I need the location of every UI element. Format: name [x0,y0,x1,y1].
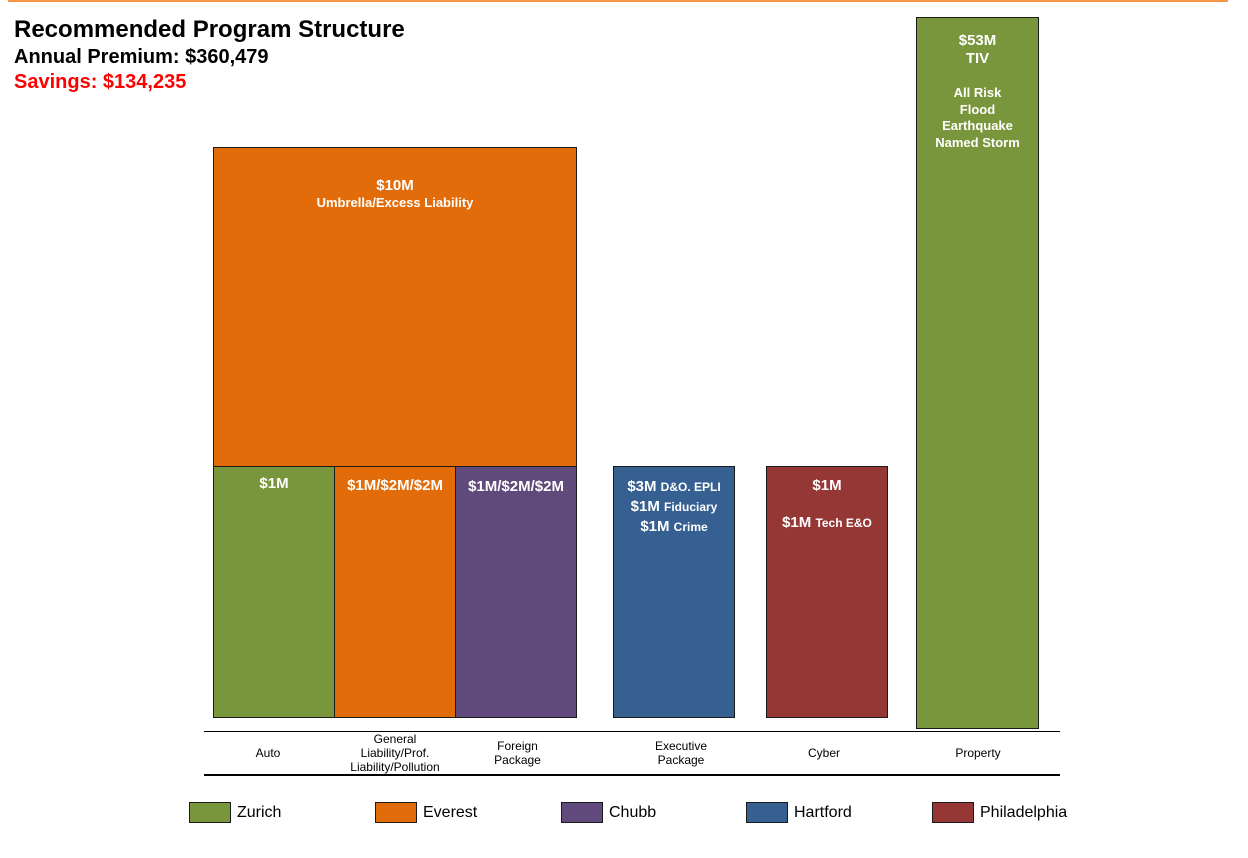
category-text: Foreign [497,739,538,753]
umbrella-label: Umbrella/Excess Liability [316,195,474,210]
legend-swatch [746,802,788,823]
category-text: Executive [654,739,708,753]
category-label-foreign-package: Foreign Package [470,739,565,767]
auto-block: $1M [213,466,335,718]
category-text: Liability/Prof. [360,746,430,760]
category-text: Liability/Pollution [350,760,440,774]
category-label-executive-package: Executive Package [620,739,742,767]
category-text: Package [657,753,705,767]
category-axis-top-line [204,731,1060,732]
general-liability-block: $1M/$2M/$2M [334,466,456,718]
cyber-block: $1M $1M Tech E&O [766,466,888,718]
legend-item-chubb: Chubb [561,802,656,823]
savings-amount: Savings: $134,235 [14,71,187,93]
executive-amount-2: $1M [630,498,660,515]
category-label-general-liability: General Liability/Prof. Liability/Pollut… [334,732,456,774]
property-peril: Flood [959,101,996,117]
property-peril: All Risk [953,85,1002,100]
executive-coverage-1: D&O. EPLI [660,480,721,494]
executive-package-block: $3M D&O. EPLI $1M Fiduciary $1M Crime [613,466,735,718]
page-title: Recommended Program Structure [14,16,405,43]
executive-line-2: $1M Fiduciary [614,497,734,517]
property-limit: $53M [958,32,997,49]
executive-amount-3: $1M [640,518,670,535]
executive-amount-1: $3M [627,478,657,495]
category-axis-bottom-line [204,774,1060,776]
legend-item-everest: Everest [375,802,477,823]
legend-label: Hartford [794,803,852,821]
property-block: $53M TIV All Risk Flood Earthquake Named… [916,17,1039,729]
auto-limit: $1M [259,475,289,492]
property-peril: Earthquake [942,118,1013,133]
umbrella-limit: $10M [376,177,414,194]
legend-swatch [932,802,974,823]
executive-coverage-2: Fiduciary [664,500,718,514]
category-label-cyber: Cyber [784,746,864,760]
executive-coverage-3: Crime [673,520,708,534]
cyber-second-coverage: Tech E&O [815,516,872,530]
executive-line-3: $1M Crime [614,517,734,537]
category-label-auto: Auto [228,746,308,760]
category-text: General [373,732,417,746]
category-text: Package [494,753,541,767]
legend-swatch [561,802,603,823]
legend-item-philadelphia: Philadelphia [932,802,1067,823]
property-peril: Named Storm [935,134,1020,150]
cyber-second-amount: $1M [782,514,812,531]
umbrella-excess-block: $10M Umbrella/Excess Liability [213,147,577,467]
category-text: Property [955,746,1001,760]
category-text: Cyber [807,746,840,760]
foreign-package-limit: $1M/$2M/$2M [468,478,564,495]
legend-label: Zurich [237,803,282,821]
category-label-property: Property [938,746,1018,760]
legend-label: Chubb [609,803,657,821]
legend-item-hartford: Hartford [746,802,852,823]
legend-label: Everest [423,803,478,821]
foreign-package-block: $1M/$2M/$2M [455,466,577,718]
legend-item-zurich: Zurich [189,802,281,823]
category-text: Auto [255,746,281,760]
cyber-limit: $1M [812,477,842,494]
executive-line-1: $3M D&O. EPLI [614,477,734,497]
top-accent-rule [8,0,1228,2]
cyber-line-2: $1M Tech E&O [767,513,887,533]
legend-swatch [189,802,231,823]
legend-swatch [375,802,417,823]
property-limit-label: TIV [965,50,990,67]
legend-label: Philadelphia [980,803,1068,821]
general-liability-limit: $1M/$2M/$2M [347,477,443,494]
annual-premium: Annual Premium: $360,479 [14,46,269,68]
